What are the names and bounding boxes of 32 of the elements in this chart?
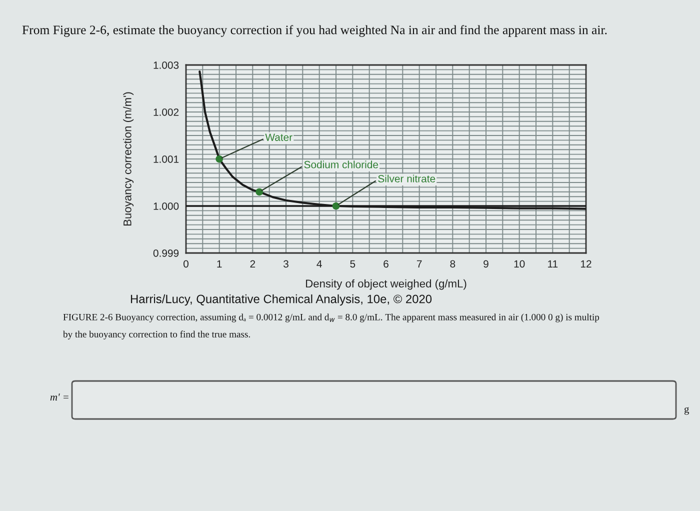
x-tick-label: 2	[250, 260, 256, 268]
y-tick-label: 0.999	[153, 250, 179, 257]
x-tick-label: 10	[514, 260, 525, 268]
text: g	[684, 407, 690, 415]
x-tick-label: 6	[384, 260, 388, 268]
annotation: Water	[265, 134, 292, 141]
x-tick-label: 0	[184, 260, 188, 268]
x-tick-label: 8	[450, 260, 456, 268]
x-tick-label: 3	[284, 260, 288, 268]
x-tick-label: 5	[350, 260, 356, 268]
y-tick-label: 1.000	[154, 202, 179, 210]
point	[216, 155, 224, 163]
text: by the buoyancy correction to find the true mass.	[63, 330, 250, 340]
x-tick-label: 11	[548, 260, 558, 268]
y-axis-title: Buoyancy correction (m/m')	[123, 92, 134, 226]
y-tick-label: 1.003	[154, 62, 179, 69]
x-tick-label: 4	[316, 260, 322, 268]
point	[332, 202, 340, 210]
x-axis-title: Density of object weighed (g/mL)	[306, 279, 466, 290]
x-tick-label: 7	[416, 260, 422, 268]
y-tick-label: 1.002	[154, 108, 179, 116]
annotation: Silver nitrate	[378, 174, 436, 182]
x-tick-label: 9	[484, 260, 488, 268]
annotation: Sodium chloride	[304, 160, 378, 168]
y-tick-label: 1.001	[154, 156, 179, 163]
x-tick-label: 12	[581, 260, 592, 268]
chart-title: From Figure 2-6, estimate the buoyancy correction if you had weighted Na in air and find the apparent mass in air.	[22, 25, 607, 37]
text: Harris/Lucy, Quantitative Chemical Analysis, 10e, © 2020	[130, 294, 432, 306]
point	[256, 188, 264, 196]
x-tick-label: 1	[217, 260, 222, 268]
text: m' =	[50, 394, 68, 401]
caption: FIGURE 2-6 Buoyancy correction, assuming dₐ = 0.0012 g/mL and d$_{w}$ = 8.0 g/mL. The apparent mass measured in air (1.000 0 g) is multip	[63, 314, 600, 322]
